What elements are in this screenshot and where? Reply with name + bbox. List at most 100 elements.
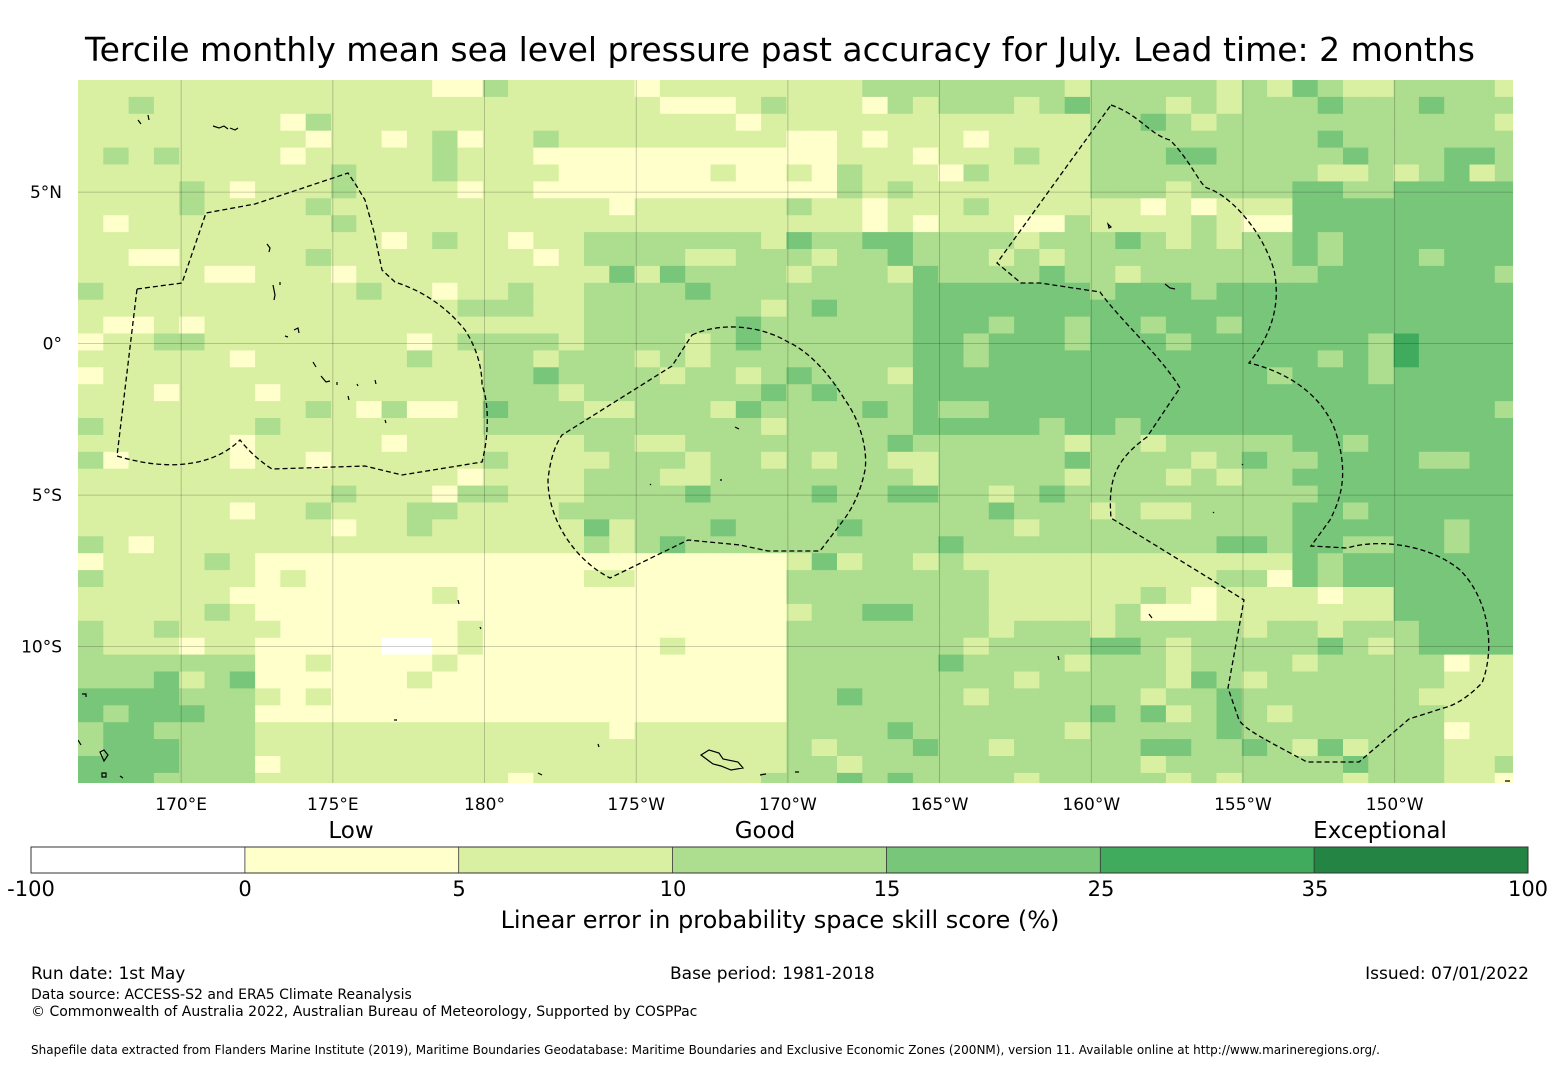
skill-cell bbox=[331, 620, 357, 639]
skill-cell bbox=[1039, 772, 1066, 783]
skill-cell bbox=[331, 198, 357, 216]
skill-cell bbox=[179, 164, 206, 182]
skill-cell bbox=[963, 570, 990, 588]
skill-cell bbox=[837, 739, 863, 757]
skill-cell bbox=[406, 80, 433, 98]
skill-cell bbox=[1368, 147, 1395, 166]
skill-cell bbox=[1469, 333, 1496, 351]
skill-cell bbox=[558, 451, 585, 470]
skill-cell bbox=[1494, 96, 1513, 115]
skill-cell bbox=[988, 80, 1015, 98]
skill-cell bbox=[457, 468, 484, 487]
skill-cell bbox=[533, 147, 560, 166]
skill-cell bbox=[1191, 570, 1218, 588]
skill-cell bbox=[1165, 519, 1192, 537]
skill-cell bbox=[862, 96, 889, 115]
skill-cell bbox=[153, 502, 180, 520]
skill-cell bbox=[609, 113, 636, 132]
skill-cell bbox=[786, 249, 813, 267]
skill-cell bbox=[432, 299, 459, 318]
skill-cell bbox=[381, 164, 408, 182]
skill-cell bbox=[685, 756, 712, 774]
skill-cell bbox=[837, 367, 863, 385]
skill-cell bbox=[331, 249, 357, 267]
skill-cell bbox=[659, 756, 686, 774]
skill-cell bbox=[862, 536, 889, 554]
skill-cell bbox=[837, 316, 863, 335]
skill-cell bbox=[938, 637, 965, 656]
skill-cell bbox=[1317, 350, 1344, 368]
skill-cell bbox=[1444, 434, 1471, 453]
skill-cell bbox=[1191, 637, 1218, 656]
skill-cell bbox=[1115, 367, 1142, 385]
skill-cell bbox=[356, 654, 383, 673]
skill-cell bbox=[1039, 350, 1066, 368]
skill-cell bbox=[1494, 333, 1513, 351]
skill-cell bbox=[1494, 654, 1513, 673]
skill-cell bbox=[1469, 722, 1496, 740]
skill-cell bbox=[1368, 519, 1395, 537]
skill-cell bbox=[128, 739, 155, 757]
skill-cell bbox=[406, 637, 433, 656]
skill-cell bbox=[1165, 553, 1192, 571]
skill-cell bbox=[988, 671, 1015, 689]
skill-cell bbox=[735, 147, 762, 166]
skill-cell bbox=[305, 468, 332, 487]
skill-cell bbox=[912, 282, 939, 301]
skill-cell bbox=[204, 113, 231, 132]
skill-cell bbox=[1393, 367, 1420, 385]
skill-cell bbox=[1165, 80, 1192, 98]
skill-cell bbox=[381, 147, 408, 166]
skill-cell bbox=[786, 316, 813, 335]
skill-cell bbox=[1418, 316, 1445, 335]
skill-cell bbox=[153, 434, 180, 453]
skill-cell bbox=[659, 553, 686, 571]
skill-cell bbox=[508, 536, 534, 554]
skill-cell bbox=[1393, 603, 1420, 622]
skill-cell bbox=[1292, 553, 1319, 571]
skill-cell bbox=[179, 80, 206, 98]
skill-cell bbox=[305, 519, 332, 537]
skill-cell bbox=[1241, 249, 1268, 267]
skill-cell bbox=[305, 603, 332, 622]
skill-cell bbox=[1292, 130, 1319, 149]
skill-cell bbox=[179, 316, 206, 335]
skill-cell bbox=[1039, 705, 1066, 723]
skill-cell bbox=[356, 350, 383, 368]
skill-cell bbox=[735, 553, 762, 571]
skill-cell bbox=[811, 113, 838, 132]
lon-tick-label: 170°W bbox=[759, 795, 817, 815]
skill-cell bbox=[761, 232, 787, 250]
skill-cell bbox=[406, 671, 433, 689]
skill-cell bbox=[1014, 265, 1040, 284]
skill-cell bbox=[78, 282, 104, 301]
skill-cell bbox=[1393, 536, 1420, 554]
skill-cell bbox=[457, 756, 484, 774]
skill-cell bbox=[204, 705, 231, 723]
skill-cell bbox=[432, 384, 459, 402]
skill-cell bbox=[786, 519, 813, 537]
skill-cell bbox=[153, 418, 180, 436]
skill-cell bbox=[482, 130, 509, 149]
colorbar-tick-label: 0 bbox=[238, 877, 252, 901]
skill-cell bbox=[1469, 519, 1496, 537]
skill-cell bbox=[837, 333, 863, 351]
skill-cell bbox=[103, 536, 130, 554]
skill-cell bbox=[938, 215, 965, 233]
skill-cell bbox=[1444, 401, 1471, 419]
skill-cell bbox=[1267, 570, 1293, 588]
skill-cell bbox=[204, 722, 231, 740]
skill-cell bbox=[1343, 164, 1369, 182]
skill-cell bbox=[659, 384, 686, 402]
skill-cell bbox=[761, 637, 787, 656]
skill-cell bbox=[1014, 587, 1040, 605]
skill-cell bbox=[103, 502, 130, 520]
skill-cell bbox=[1191, 722, 1218, 740]
skill-cell bbox=[305, 350, 332, 368]
skill-cell bbox=[558, 181, 585, 199]
skill-cell bbox=[255, 164, 281, 182]
skill-cell bbox=[204, 401, 231, 419]
skill-cell bbox=[988, 654, 1015, 673]
skill-cell bbox=[1393, 164, 1420, 182]
skill-cell bbox=[1039, 249, 1066, 267]
